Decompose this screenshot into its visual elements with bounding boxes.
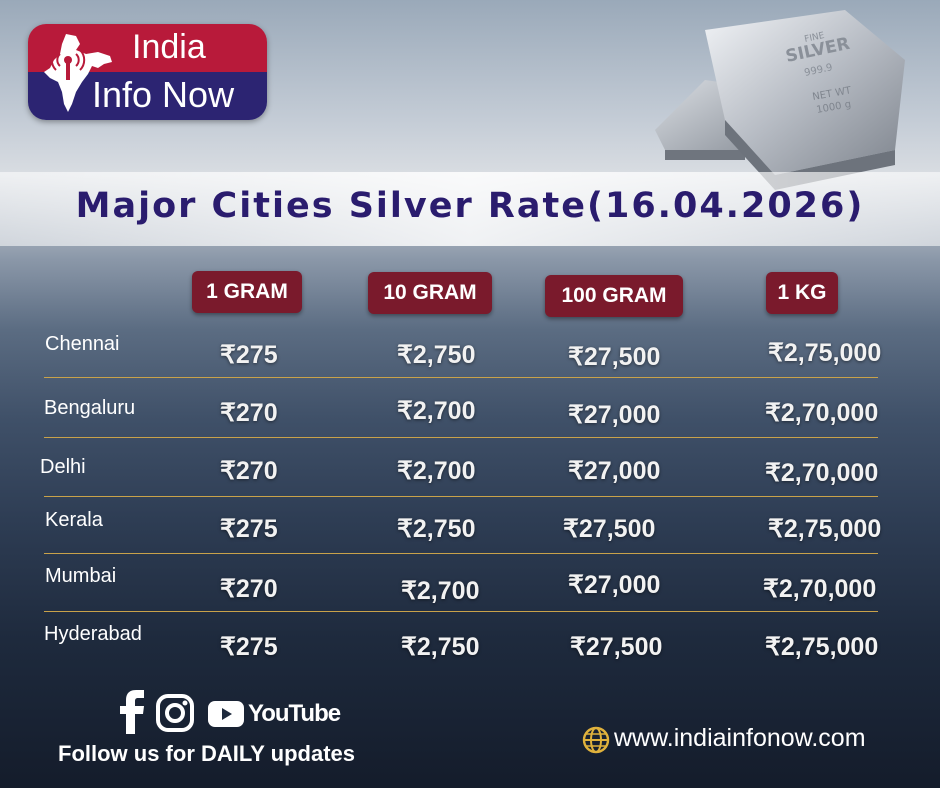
- rate-1-gram: ₹270: [220, 399, 278, 427]
- globe-icon: [582, 726, 610, 754]
- rate-1-gram: ₹270: [220, 575, 278, 603]
- rate-1-kg: ₹2,75,000: [768, 339, 882, 367]
- rate-10-gram: ₹2,750: [401, 633, 480, 661]
- follow-text: Follow us for DAILY updates: [58, 741, 356, 766]
- column-header-1-gram: 1 GRAM: [192, 271, 302, 313]
- city-name: Kerala: [45, 509, 103, 531]
- rate-1-gram: ₹270: [220, 457, 278, 485]
- rate-10-gram: ₹2,700: [397, 457, 476, 485]
- rate-10-gram: ₹2,750: [397, 341, 476, 369]
- row-divider: [44, 553, 878, 554]
- bar-text-1: FINE: [804, 31, 826, 45]
- rate-1-kg: ₹2,75,000: [765, 633, 879, 661]
- city-name: Hyderabad: [44, 623, 142, 645]
- rate-1-gram: ₹275: [220, 515, 278, 543]
- silver-bars-image: FINE SILVER 999.9 NET WT 1000 g: [655, 10, 905, 190]
- brand-logo: India Info Now: [28, 24, 267, 120]
- rate-100-gram: ₹27,000: [568, 571, 661, 599]
- rate-10-gram: ₹2,700: [401, 577, 480, 605]
- city-name: Mumbai: [45, 565, 117, 587]
- rate-100-gram: ₹27,500: [568, 343, 661, 371]
- city-name: Delhi: [40, 456, 86, 478]
- facebook-icon[interactable]: [118, 690, 146, 734]
- website-link[interactable]: www.indiainfonow.com: [614, 724, 866, 752]
- column-header-100-gram: 100 GRAM: [545, 275, 683, 317]
- row-divider: [44, 611, 878, 612]
- youtube-label[interactable]: YouTube: [248, 700, 341, 727]
- title-band: [0, 172, 940, 246]
- page-title: Major Cities Silver Rate(16.04.2026): [75, 186, 865, 226]
- rate-100-gram: ₹27,500: [570, 633, 663, 661]
- rate-1-kg: ₹2,70,000: [765, 399, 879, 427]
- rate-100-gram: ₹27,500: [563, 515, 656, 543]
- city-name: Chennai: [45, 333, 120, 355]
- rate-1-gram: ₹275: [220, 341, 278, 369]
- row-divider: [44, 496, 878, 497]
- rate-100-gram: ₹27,000: [568, 457, 661, 485]
- social-links: YouTube: [118, 690, 341, 734]
- rate-1-kg: ₹2,75,000: [768, 515, 882, 543]
- column-header-10-gram: 10 GRAM: [368, 272, 492, 314]
- row-divider: [44, 377, 878, 378]
- youtube-icon[interactable]: [208, 701, 244, 727]
- rate-1-kg: ₹2,70,000: [765, 459, 879, 487]
- rate-1-gram: ₹275: [220, 633, 278, 661]
- row-divider: [44, 437, 878, 438]
- rate-10-gram: ₹2,750: [397, 515, 476, 543]
- city-name: Bengaluru: [44, 397, 136, 419]
- rate-100-gram: ₹27,000: [568, 401, 661, 429]
- india-map-icon: [44, 34, 112, 112]
- instagram-icon[interactable]: [156, 694, 194, 732]
- brand-line1: India: [132, 28, 206, 66]
- column-header-1-kg: 1 KG: [766, 272, 838, 314]
- rate-1-kg: ₹2,70,000: [763, 575, 877, 603]
- rate-10-gram: ₹2,700: [397, 397, 476, 425]
- brand-line2: Info Now: [92, 74, 235, 115]
